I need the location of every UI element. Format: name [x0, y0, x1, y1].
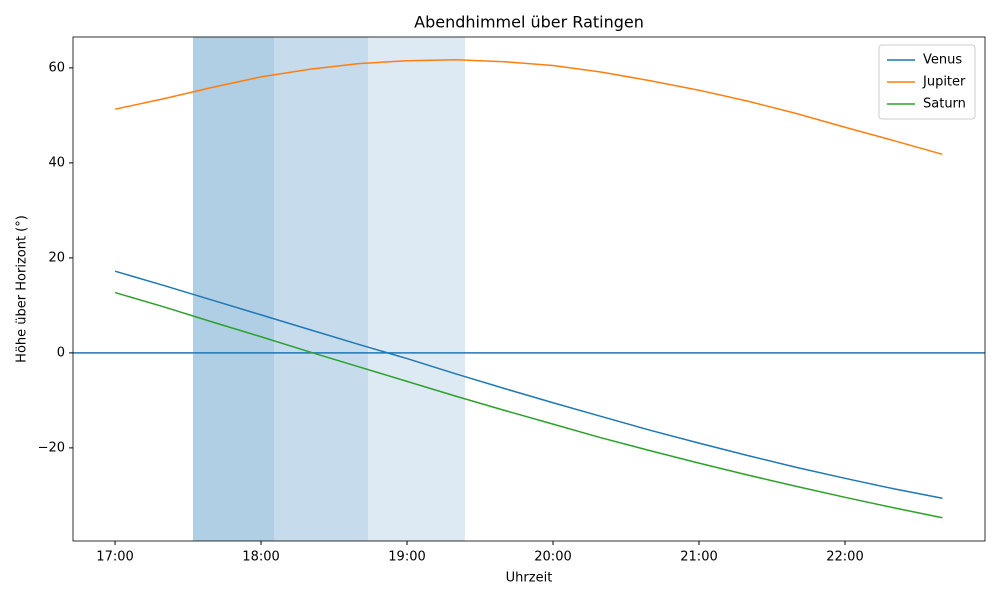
legend-label: Jupiter [922, 75, 966, 90]
series-line [114, 270, 943, 499]
legend-label: Venus [923, 53, 962, 68]
plot-frame [72, 36, 986, 542]
y-tick-label: 20 [48, 250, 65, 265]
chart-title: Abendhimmel über Ratingen [414, 13, 644, 32]
y-tick-label: 40 [48, 155, 65, 170]
x-tick-label: 22:00 [826, 550, 863, 565]
x-tick-label: 17:00 [96, 550, 133, 565]
y-axis-label: Höhe über Horizont (°) [15, 215, 30, 363]
y-tick-label: 0 [57, 345, 65, 360]
x-tick-label: 21:00 [680, 550, 717, 565]
legend-label: Saturn [923, 97, 966, 112]
x-tick-label: 19:00 [388, 550, 425, 565]
x-axis-label: Uhrzeit [506, 571, 553, 586]
series-line [114, 59, 943, 156]
series-line [114, 291, 943, 519]
x-tick-label: 20:00 [534, 550, 571, 565]
twilight-span [274, 37, 369, 541]
twilight-span [368, 37, 465, 541]
y-tick-label: −20 [38, 440, 65, 455]
x-tick-label: 18:00 [242, 550, 279, 565]
y-tick-label: 60 [48, 60, 65, 75]
twilight-span [193, 37, 275, 541]
legend-box [878, 44, 976, 120]
